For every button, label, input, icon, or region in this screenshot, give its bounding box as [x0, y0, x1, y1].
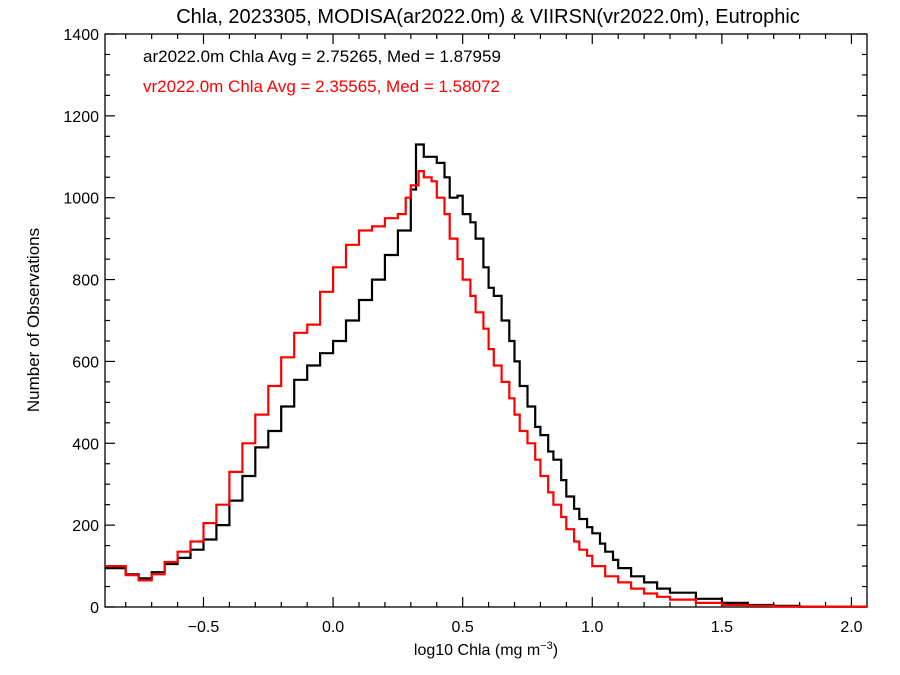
- plot-area: [104, 33, 868, 608]
- y-axis: 0 200 400 600 800 1000 1200 1400: [63, 27, 867, 617]
- x-axis-label-superscript: −3: [540, 640, 553, 652]
- x-tick-label: 1.5: [711, 619, 733, 636]
- y-tick-label: 600: [72, 354, 99, 371]
- y-tick-label: 0: [90, 600, 99, 617]
- y-tick-label: 200: [72, 518, 99, 535]
- series-line-vr2022-0m: [105, 170, 869, 608]
- plot-frame: [104, 33, 868, 608]
- chart-title: Chla, 2023305, MODISA(ar2022.0m) & VIIRS…: [176, 6, 800, 28]
- y-tick-label: 400: [72, 436, 99, 453]
- y-tick-label: 1000: [63, 191, 99, 208]
- y-axis-label: Number of Observations: [24, 228, 43, 412]
- x-axis-label-close: ): [553, 642, 558, 659]
- x-tick-label: 1.0: [581, 619, 603, 636]
- x-tick-label: 0.0: [322, 619, 344, 636]
- x-axis-label-main: log10 Chla (mg m: [414, 642, 540, 659]
- x-axis: −0.5 0.0 0.5 1.0 1.5 2.0: [125, 34, 863, 636]
- legend-entry-vr2022: vr2022.0m Chla Avg = 2.35565, Med = 1.58…: [143, 77, 500, 96]
- x-tick-label: 0.5: [452, 619, 474, 636]
- y-tick-label: 1200: [63, 109, 99, 126]
- x-axis-label: log10 Chla (mg m−3): [414, 640, 558, 659]
- series-line-ar2022-0m: [105, 143, 869, 608]
- legend-entry-ar2022: ar2022.0m Chla Avg = 2.75265, Med = 1.87…: [143, 47, 501, 66]
- y-tick-label: 800: [72, 273, 99, 290]
- y-tick-label: 1400: [63, 27, 99, 44]
- x-tick-label: 2.0: [840, 619, 862, 636]
- x-tick-label: −0.5: [188, 619, 220, 636]
- series-layer: [105, 143, 869, 608]
